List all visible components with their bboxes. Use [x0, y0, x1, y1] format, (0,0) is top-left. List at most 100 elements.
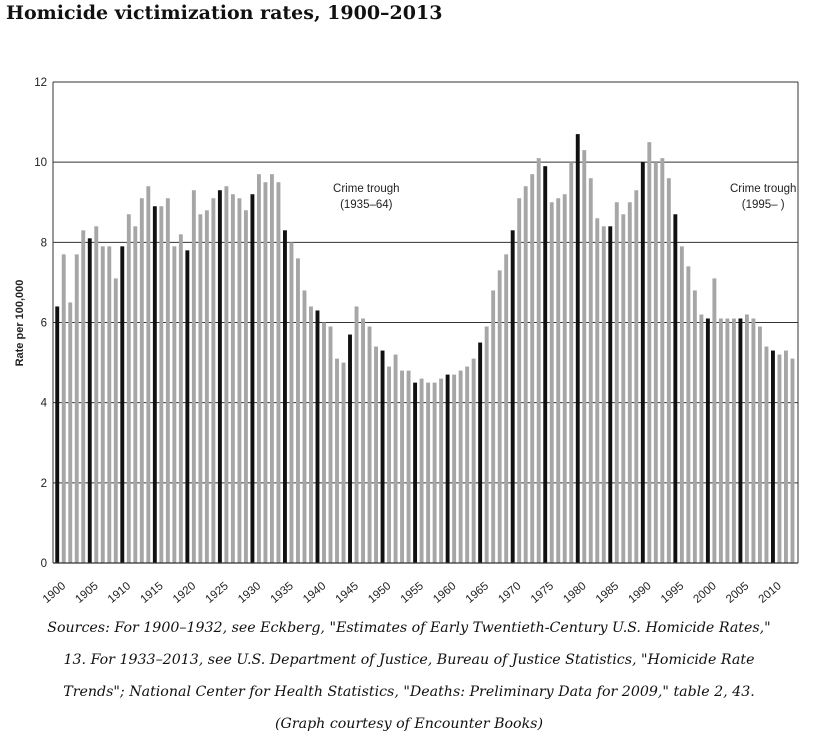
- bar-1961: [452, 374, 457, 563]
- bar-1999: [699, 314, 704, 563]
- bar-2005: [738, 318, 743, 563]
- x-tick-label: 1985: [594, 580, 621, 606]
- bar-1912: [133, 226, 138, 564]
- bar-1951: [387, 366, 392, 563]
- bar-2003: [725, 318, 730, 563]
- annotation-sublabel: (1935–64): [340, 199, 393, 211]
- bar-1914: [146, 186, 151, 563]
- bar-1983: [595, 218, 600, 563]
- bar-1938: [302, 290, 307, 563]
- bar-2001: [712, 278, 717, 563]
- x-tick-label: 1975: [529, 580, 556, 606]
- bar-1991: [647, 142, 652, 564]
- bar-1967: [491, 290, 496, 563]
- bar-1984: [601, 226, 606, 564]
- bar-1945: [348, 334, 352, 563]
- bar-1954: [406, 370, 411, 563]
- bar-1923: [204, 210, 209, 563]
- bar-2012: [784, 350, 788, 563]
- bar-1920: [185, 250, 190, 563]
- bar-1975: [543, 166, 548, 564]
- x-tick-label: 1955: [399, 580, 426, 606]
- bar-1933: [269, 174, 274, 563]
- bar-1982: [588, 178, 593, 563]
- bar-1990: [640, 162, 645, 564]
- bar-2011: [777, 354, 782, 563]
- caption-line-2: 13. For 1933–2013, see U.S. Department o…: [63, 652, 755, 668]
- y-tick-label: 4: [41, 398, 48, 410]
- bar-1965: [478, 342, 483, 563]
- bar-1978: [562, 194, 567, 564]
- bar-1925: [217, 190, 222, 563]
- bar-1900: [55, 306, 60, 563]
- bar-1939: [309, 306, 313, 563]
- bar-1948: [367, 326, 372, 563]
- bar-1934: [276, 182, 281, 563]
- bar-1931: [256, 174, 261, 563]
- bar-1959: [439, 378, 444, 563]
- y-tick-label: 8: [41, 237, 47, 249]
- y-tick-label: 2: [41, 478, 47, 490]
- x-tick-label: 1965: [464, 580, 491, 606]
- x-tick-label: 1945: [334, 580, 361, 606]
- bar-1921: [191, 190, 196, 563]
- bar-2007: [751, 318, 756, 563]
- bar-1915: [152, 206, 157, 563]
- bar-1997: [686, 266, 691, 563]
- bar-1960: [445, 374, 450, 563]
- axes: [52, 82, 799, 564]
- bar-1936: [289, 242, 294, 563]
- x-tick-label: 1940: [301, 580, 328, 606]
- bar-1935: [283, 230, 287, 563]
- x-tick-label: 1925: [203, 580, 230, 606]
- bar-1981: [582, 150, 587, 563]
- bar-1956: [419, 378, 424, 563]
- x-tick-label: 1960: [431, 580, 458, 606]
- bar-1976: [549, 202, 554, 563]
- bar-1906: [94, 226, 99, 564]
- bar-1974: [536, 158, 541, 563]
- bar-1993: [660, 158, 665, 563]
- bar-1928: [237, 198, 242, 564]
- bar-1907: [100, 246, 105, 563]
- bar-1949: [374, 346, 378, 563]
- y-tick-labels: 0 2 4 6 8 10 12: [34, 77, 47, 570]
- bar-1989: [634, 190, 639, 563]
- bar-1917: [165, 198, 170, 564]
- x-tick-label: 1915: [138, 580, 165, 606]
- y-axis-label: Rate per 100,000: [14, 280, 26, 367]
- x-tick-label: 1990: [626, 580, 653, 606]
- bar-1994: [666, 178, 671, 563]
- x-tick-label: 1905: [73, 580, 100, 606]
- x-tick-label: 2005: [724, 580, 751, 606]
- bar-1908: [107, 246, 112, 563]
- x-tick-label: 1950: [366, 580, 393, 606]
- bar-1971: [517, 198, 522, 564]
- x-tick-label: 2010: [757, 580, 784, 606]
- bar-1910: [120, 246, 125, 563]
- y-tick-label: 6: [41, 318, 47, 330]
- bar-1977: [556, 198, 561, 564]
- bar-1918: [172, 246, 177, 563]
- bar-2006: [744, 314, 749, 563]
- x-tick-label: 1980: [561, 580, 588, 606]
- bar-1964: [471, 358, 476, 563]
- bar-1988: [627, 202, 632, 563]
- bar-1980: [575, 134, 580, 564]
- x-tick-label: 2000: [691, 580, 718, 606]
- bar-2008: [757, 326, 762, 563]
- bar-1922: [198, 214, 203, 563]
- bar-1916: [159, 206, 164, 563]
- x-tick-label: 1995: [659, 580, 686, 606]
- bar-1926: [224, 186, 229, 563]
- bar-1966: [484, 326, 489, 563]
- source-caption: Sources: For 1900–1932, see Eckberg, "Es…: [0, 612, 818, 740]
- bar-1940: [315, 310, 320, 563]
- bar-1995: [673, 214, 678, 563]
- bar-1955: [413, 382, 418, 564]
- bar-2009: [764, 346, 769, 563]
- bar-1998: [692, 290, 697, 563]
- bar-1953: [400, 370, 405, 563]
- bar-1979: [569, 162, 574, 564]
